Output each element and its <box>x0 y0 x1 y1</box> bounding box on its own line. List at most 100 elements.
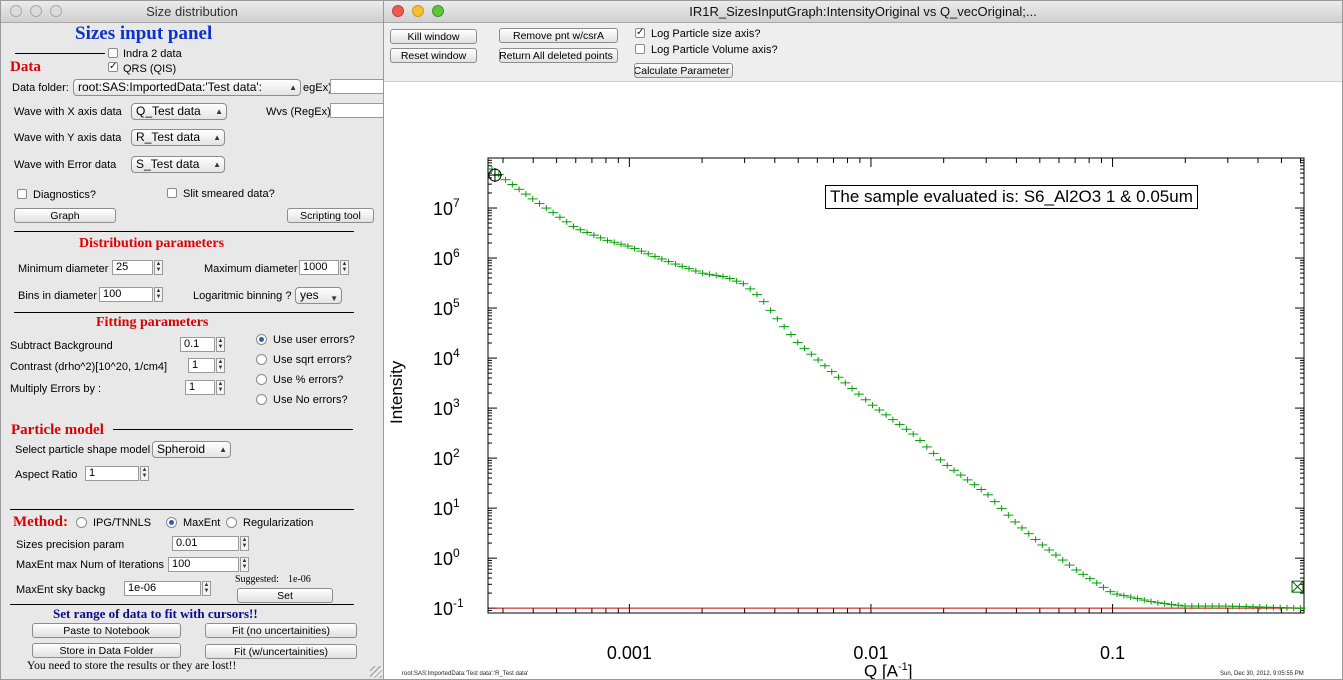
method-reg-radio[interactable] <box>226 517 237 528</box>
aspect-stepper[interactable]: ▲ ▼ <box>140 466 149 481</box>
slit-checkbox[interactable] <box>167 188 177 198</box>
multiply-input[interactable]: 1 <box>185 380 215 395</box>
data-point <box>582 229 593 236</box>
use-sqrt-errors-radio[interactable] <box>256 354 267 365</box>
wave-x-select[interactable]: Q_Test data ▲▼ <box>131 103 227 120</box>
precision-input[interactable]: 0.01 <box>172 536 239 551</box>
data-point <box>548 209 559 216</box>
log-volume-checkbox[interactable] <box>635 44 645 54</box>
y-tick-label: 102 <box>433 446 460 469</box>
store-data-folder-button[interactable]: Store in Data Folder <box>32 643 181 658</box>
multiply-stepper[interactable]: ▲ ▼ <box>216 380 225 395</box>
data-point <box>656 256 667 263</box>
data-point <box>751 291 762 298</box>
graph-button[interactable]: Graph <box>14 208 116 223</box>
use-user-errors-label: Use user errors? <box>273 334 355 346</box>
indra-checkbox[interactable] <box>108 48 118 58</box>
contrast-stepper[interactable]: ▲ ▼ <box>216 358 225 373</box>
wave-regex-input[interactable] <box>330 103 383 118</box>
chevron-updown-icon: ▲▼ <box>213 133 221 142</box>
x-axis-label: Q [A-1] <box>864 661 913 680</box>
zoom-window-icon[interactable] <box>50 5 62 17</box>
contrast-input[interactable]: 1 <box>188 358 215 373</box>
zoom-window-icon[interactable] <box>432 5 444 17</box>
data-point <box>622 243 633 250</box>
data-point <box>908 431 919 438</box>
method-ipg-radio[interactable] <box>76 517 87 528</box>
sky-input[interactable]: 1e-06 <box>124 581 201 596</box>
min-diam-input[interactable]: 25 <box>112 260 153 275</box>
folder-regex-input[interactable] <box>330 79 383 94</box>
close-window-icon[interactable] <box>10 5 22 17</box>
indra-label: Indra 2 data <box>123 48 182 60</box>
data-point <box>650 253 661 260</box>
data-point <box>989 498 1000 505</box>
qrs-checkbox[interactable]: ✓ <box>108 61 118 72</box>
data-point <box>1166 601 1177 608</box>
divider <box>10 604 354 605</box>
data-point <box>1003 512 1014 519</box>
shape-select[interactable]: Spheroid ▲▼ <box>152 441 231 458</box>
close-window-icon[interactable] <box>392 5 404 17</box>
data-point <box>1084 575 1095 582</box>
max-diam-input[interactable]: 1000 <box>299 260 339 275</box>
subtract-input[interactable]: 0.1 <box>180 337 215 352</box>
data-point <box>1078 571 1089 578</box>
aspect-input[interactable]: 1 <box>85 466 139 481</box>
bins-input[interactable]: 100 <box>99 287 153 302</box>
subtract-stepper[interactable]: ▲ ▼ <box>216 337 225 352</box>
chevron-updown-icon: ▲▼ <box>215 107 223 116</box>
particle-model-header: Particle model <box>11 422 104 438</box>
method-maxent-radio[interactable] <box>166 517 177 528</box>
y-axis-label: Intensity <box>387 360 406 424</box>
data-point <box>813 356 824 363</box>
cursor-a-icon[interactable] <box>487 168 502 183</box>
precision-stepper[interactable]: ▲ ▼ <box>240 536 249 551</box>
fit-no-uncertainties-button[interactable]: Fit (no uncertainities) <box>205 623 357 638</box>
shape-label: Select particle shape model <box>15 444 151 456</box>
data-point <box>1146 598 1157 605</box>
scripting-tool-button[interactable]: Scripting tool <box>287 208 374 223</box>
data-point <box>1023 530 1034 537</box>
min-diam-stepper[interactable]: ▲ ▼ <box>154 260 163 275</box>
use-user-errors-radio[interactable] <box>256 334 267 345</box>
log-bin-select[interactable]: yes ▼ <box>295 287 342 304</box>
reset-window-button[interactable]: Reset window <box>390 48 477 63</box>
paste-notebook-button[interactable]: Paste to Notebook <box>32 623 181 638</box>
cursor-b-icon[interactable] <box>1291 580 1304 593</box>
divider <box>14 231 354 232</box>
fit-w-uncertainties-button[interactable]: Fit (w/uncertainities) <box>205 644 357 659</box>
sky-stepper[interactable]: ▲ ▼ <box>202 581 211 596</box>
diagnostics-checkbox[interactable] <box>17 189 27 199</box>
chevron-updown-icon: ▲▼ <box>219 445 227 454</box>
return-points-button[interactable]: Return All deleted points <box>499 48 618 63</box>
minimize-window-icon[interactable] <box>412 5 424 17</box>
method-maxent-label: MaxEnt <box>183 517 221 529</box>
kill-window-button[interactable]: Kill window <box>390 29 477 44</box>
minimize-window-icon[interactable] <box>30 5 42 17</box>
data-point <box>717 273 728 280</box>
use-no-errors-label: Use No errors? <box>273 394 348 406</box>
resize-grip-icon[interactable] <box>370 666 382 678</box>
use-pct-errors-radio[interactable] <box>256 374 267 385</box>
wave-y-value: R_Test data <box>136 130 201 144</box>
data-point <box>1152 599 1163 606</box>
set-button[interactable]: Set <box>237 588 333 603</box>
data-point <box>1064 562 1075 569</box>
max-diam-stepper[interactable]: ▲ ▼ <box>340 260 349 275</box>
data-point <box>629 245 640 252</box>
wave-err-select[interactable]: S_Test data ▲▼ <box>131 156 225 173</box>
iterations-stepper[interactable]: ▲ ▼ <box>240 557 249 572</box>
y-tick-label: 106 <box>433 246 460 269</box>
calculate-parameter-button[interactable]: Calculate Parameter <box>634 63 733 78</box>
data-point <box>663 258 674 265</box>
data-folder-select[interactable]: root:SAS:ImportedData:'Test data': ▲▼ <box>73 79 301 96</box>
use-no-errors-radio[interactable] <box>256 394 267 405</box>
log-size-checkbox[interactable]: ✓ <box>635 27 645 38</box>
bins-stepper[interactable]: ▲ ▼ <box>154 287 163 302</box>
data-point <box>588 232 599 239</box>
iterations-input[interactable]: 100 <box>168 557 239 572</box>
remove-point-button[interactable]: Remove pnt w/csrA <box>499 28 618 43</box>
wave-y-select[interactable]: R_Test data ▲▼ <box>131 129 225 146</box>
